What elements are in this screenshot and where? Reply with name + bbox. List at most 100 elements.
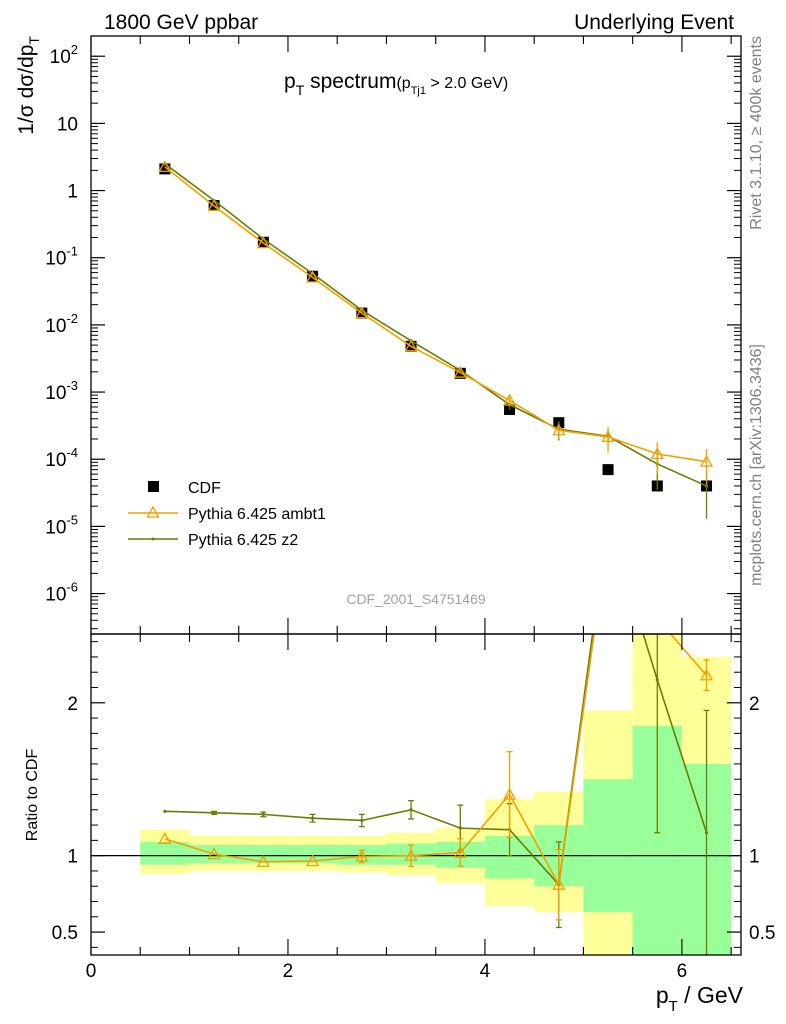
y-axis-label-main: 1/σ dσ/dp	[15, 45, 38, 135]
header-left: 1800 GeV ppbar	[104, 11, 258, 34]
ratio-ytick-label-right: 2	[749, 694, 760, 715]
legend-marker-z2	[151, 537, 155, 541]
ambt1-point	[404, 339, 418, 352]
ratio-band-inner	[287, 844, 338, 864]
ratio-ytick-label-right: 1	[749, 847, 760, 868]
ambt1-point	[305, 270, 320, 283]
main-ytick-label: 10-4	[45, 445, 78, 471]
main-ytick-label: 102	[50, 42, 78, 68]
ambt1-line	[164, 166, 707, 463]
legend-item-ambt1: Pythia 6.425 ambt1	[128, 505, 326, 523]
legend-marker-cdf	[148, 481, 159, 492]
main-ytick-label: 10-1	[45, 244, 78, 270]
y-axis-label-sub: T	[26, 36, 42, 45]
y-axis-label: 1/σ dσ/dpT	[15, 36, 42, 135]
ambt1-ratio-point	[652, 613, 663, 623]
axes-frames: 102 10 1 10-1 10-2 10-3 10-4 10-5 10-6 0 2 4 6 0.5 0.5…	[45, 35, 775, 982]
ratio-y-axis-label: Ratio to CDF	[24, 749, 41, 842]
ambt1-ratio-point	[699, 668, 714, 681]
ambt1-ratio-line	[164, 634, 708, 888]
ambt1-ratio-point	[207, 847, 221, 860]
plot-title: pT spectrum(pTj1 > 2.0 GeV)	[284, 70, 508, 98]
ambt1-point	[207, 199, 221, 212]
main-ytick-label: 10-6	[45, 580, 78, 606]
x-axis-label-sub: T	[669, 998, 678, 1015]
z2-ratio-point	[310, 816, 315, 820]
ambt1-point	[650, 447, 664, 460]
ambt1-ratio-point	[256, 854, 270, 867]
plot-title-cut-rest: > 2.0 GeV)	[426, 75, 508, 92]
z2-line	[164, 163, 707, 487]
ratio-xtick-label: 4	[480, 961, 491, 982]
ambt1-ratio-point	[158, 831, 172, 844]
ratio-xtick-label: 0	[86, 961, 97, 982]
z2-ratio-point	[704, 831, 709, 835]
ambt1-ratio-point	[552, 877, 566, 890]
z2-ratio-point	[261, 812, 265, 816]
ratio-ytick-label-left: 0.5	[52, 923, 78, 944]
legend-item-z2: Pythia 6.425 z2	[128, 532, 298, 549]
ratio-uncertainty-bands	[140, 634, 732, 955]
z2-ratio-point	[212, 811, 216, 815]
x-axis-label: pT / GeV	[656, 982, 744, 1015]
ambt1-ratio-point	[355, 849, 369, 862]
main-ytick-label: 10	[57, 114, 78, 135]
ratio-band-inner	[140, 841, 190, 865]
z2-point	[704, 484, 709, 488]
ambt1-ratio-point	[404, 848, 418, 861]
ratio-ytick-label-left: 1	[67, 847, 78, 868]
main-ytick-label: 10-5	[45, 512, 78, 538]
ambt1-point	[158, 160, 172, 173]
z2-ratio-point	[163, 809, 167, 813]
plot-title-main-rest: spectrum	[304, 70, 396, 93]
header-right: Underlying Event	[574, 11, 734, 34]
cdf-point	[602, 464, 614, 476]
plot-title-main: p	[284, 70, 296, 93]
legend-label-ambt1: Pythia 6.425 ambt1	[188, 506, 326, 523]
ambt1-ratio-point	[502, 787, 517, 800]
z2-ratio-point	[655, 678, 659, 682]
x-axis-label-main: p	[656, 982, 669, 1008]
ambt1-point	[453, 365, 467, 378]
x-axis-label-rest: / GeV	[678, 982, 744, 1008]
ambt1-ratio-point	[453, 845, 467, 858]
ratio-xtick-label: 2	[283, 961, 294, 982]
ambt1-point	[601, 430, 615, 443]
z2-ratio-point	[360, 818, 364, 823]
ratio-band-inner	[238, 844, 288, 864]
ambt1-point	[552, 423, 566, 436]
plot-title-cut-sub: Tj1	[411, 85, 426, 97]
z2-ratio-point	[458, 826, 462, 830]
legend-item-cdf: CDF	[148, 480, 221, 497]
legend-marker-ambt1	[146, 505, 160, 518]
z2-ratio-point	[409, 808, 413, 812]
main-ytick-label: 10-2	[45, 311, 78, 337]
mcplots-label: mcplots.cern.ch [arXiv:1306.3436]	[748, 344, 765, 586]
plot-title-main-sub: T	[296, 82, 305, 98]
ratio-ytick-label-right: 0.5	[749, 923, 775, 944]
ratio-xtick-label: 6	[677, 961, 688, 982]
plot-title-cut-open: (p	[396, 75, 410, 92]
ambt1-ratio-point	[603, 529, 614, 539]
ratio-plot-area	[91, 518, 741, 955]
cdf-point	[307, 270, 319, 282]
ambt1-point	[355, 306, 369, 319]
main-ytick-label: 10-3	[45, 378, 78, 404]
ambt1-point	[256, 236, 270, 249]
ambt1-ratio-point	[305, 854, 320, 867]
ambt1-point	[699, 454, 714, 467]
rivet-label: Rivet 3.1.10, ≥ 400k events	[748, 36, 765, 230]
analysis-id: CDF_2001_S4751469	[346, 591, 486, 607]
z2-ratio-line	[164, 634, 708, 887]
legend: CDF Pythia 6.425 ambt1 Pythia 6.425 z2	[128, 480, 326, 549]
main-plot-area	[158, 160, 714, 519]
z2-ratio-point	[606, 518, 609, 521]
ratio-band-inner	[583, 779, 633, 913]
main-ytick-label: 1	[67, 182, 78, 203]
legend-label-cdf: CDF	[188, 480, 221, 497]
ambt1-point	[502, 393, 517, 406]
cdf-point	[159, 163, 171, 175]
ratio-ytick-label-left: 2	[67, 694, 78, 715]
legend-label-z2: Pythia 6.425 z2	[188, 532, 298, 549]
